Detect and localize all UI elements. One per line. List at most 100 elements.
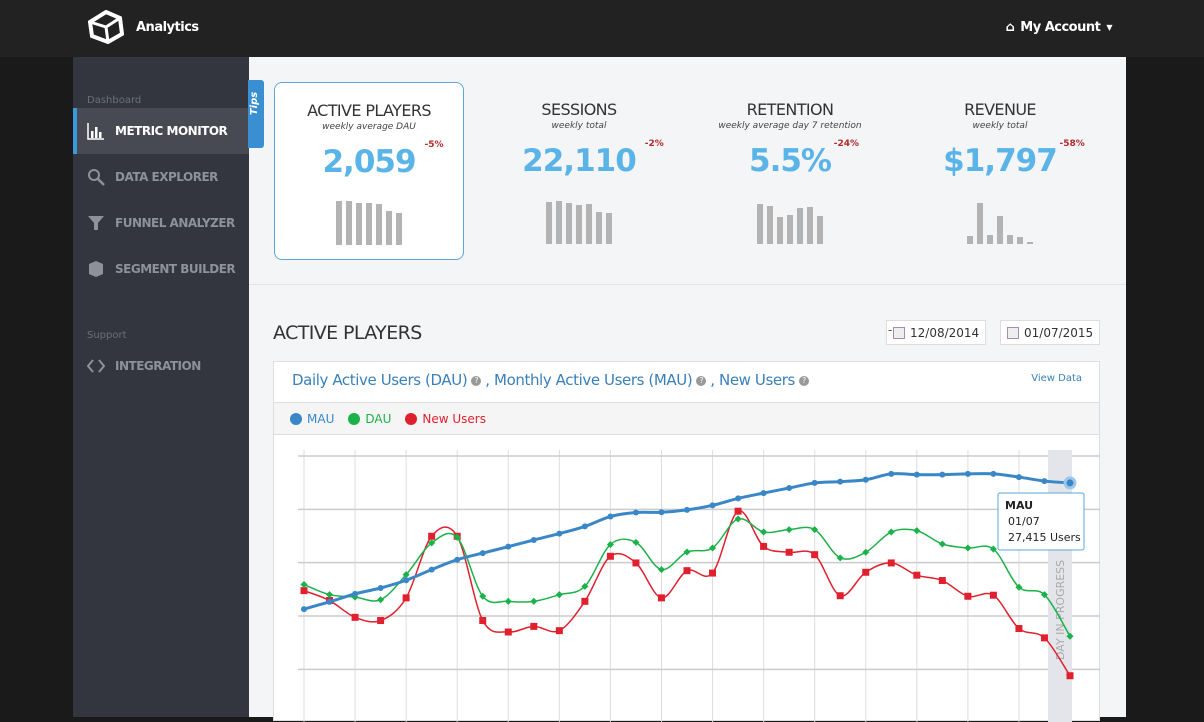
data-point-dau[interactable] [377,596,385,604]
data-point-dau[interactable] [683,548,691,556]
data-point-new-users[interactable] [402,594,410,602]
data-point-dau[interactable] [504,597,512,605]
data-point-dau[interactable] [785,526,793,534]
data-point-mau[interactable] [760,490,767,497]
data-point-dau[interactable] [989,545,997,553]
data-point-dau[interactable] [964,544,972,552]
data-point-mau[interactable] [837,478,844,485]
data-point-mau[interactable] [1063,476,1077,490]
chart-panel: Daily Active Users (DAU)?, Monthly Activ… [273,361,1100,722]
data-point-mau[interactable] [939,471,946,478]
data-point-new-users[interactable] [734,507,742,515]
data-point-new-users[interactable] [709,569,717,577]
data-point-dau[interactable] [530,597,538,605]
view-data-link[interactable]: View Data [1031,373,1082,384]
data-point-new-users[interactable] [300,587,308,595]
data-point-dau[interactable] [887,528,895,536]
data-point-dau[interactable] [708,544,717,552]
data-point-new-users[interactable] [785,548,793,556]
data-point-mau[interactable] [811,479,818,486]
data-point-new-users[interactable] [760,542,768,550]
data-point-mau[interactable] [786,485,793,491]
data-point-dau[interactable] [300,580,308,589]
data-point-mau[interactable] [377,585,384,591]
data-point-mau[interactable] [1041,478,1048,485]
data-point-mau[interactable] [709,502,716,509]
data-point-new-users[interactable] [1066,672,1074,680]
data-point-mau[interactable] [964,470,971,477]
sidebar-item-integration[interactable]: INTEGRATION [73,343,249,389]
data-point-dau[interactable] [760,528,768,536]
data-point-mau[interactable] [632,509,639,516]
data-point-new-users[interactable] [377,617,385,625]
data-point-new-users[interactable] [1040,634,1048,642]
data-point-mau[interactable] [352,590,359,597]
data-point-mau[interactable] [326,598,333,605]
data-point-new-users[interactable] [887,559,895,567]
data-point-new-users[interactable] [989,591,997,599]
data-point-dau[interactable] [862,548,870,556]
data-point-dau[interactable] [479,592,487,600]
data-point-mau[interactable] [530,537,537,543]
data-point-new-users[interactable] [913,571,921,579]
data-point-new-users[interactable] [964,592,972,600]
data-point-new-users[interactable] [632,559,640,567]
data-point-dau[interactable] [555,591,563,599]
legend-mau[interactable]: MAU [290,412,334,426]
data-point-mau[interactable] [556,530,563,537]
data-point-new-users[interactable] [1015,625,1023,633]
data-point-dau[interactable] [657,566,666,574]
data-point-new-users[interactable] [683,567,691,575]
data-point-mau[interactable] [684,506,690,513]
data-point-new-users[interactable] [504,628,512,636]
data-point-mau[interactable] [581,523,588,530]
data-point-mau[interactable] [505,543,512,550]
legend-new-users[interactable]: New Users [405,412,486,426]
sidebar-item-segment-builder[interactable]: SEGMENT BUILDER [73,246,249,292]
help-icon[interactable]: ? [696,375,707,386]
sidebar-item-metric-monitor[interactable]: METRIC MONITOR [73,108,249,154]
account-menu[interactable]: ⌂ My Account ▼ [1005,20,1112,35]
tips-tab[interactable]: Tips [248,80,264,148]
data-point-dau[interactable] [734,515,742,523]
data-point-new-users[interactable] [428,532,436,540]
date-to-picker[interactable]: 01/07/2015 [1000,320,1101,345]
sidebar-item-data-explorer[interactable]: DATA EXPLORER [73,154,249,200]
help-icon[interactable]: ? [471,375,482,386]
data-point-mau[interactable] [454,556,461,563]
data-point-mau[interactable] [658,509,665,516]
kpi-card-sessions[interactable]: SESSIONS weekly total 22,110 -2% [484,82,674,260]
data-point-new-users[interactable] [581,597,589,605]
data-point-dau[interactable] [938,540,946,548]
kpi-card-active-players[interactable]: ACTIVE PLAYERS weekly average DAU 2,059 -5% [274,82,464,260]
data-point-new-users[interactable] [938,577,946,585]
kpi-card-retention[interactable]: RETENTION weekly average day 7 retention 5… [695,82,885,260]
data-point-new-users[interactable] [836,592,844,600]
data-point-mau[interactable] [1015,474,1022,481]
data-point-mau[interactable] [403,577,410,584]
data-point-mau[interactable] [301,606,307,613]
data-point-dau[interactable] [1015,583,1023,591]
data-point-mau[interactable] [888,470,895,477]
data-point-mau[interactable] [990,470,997,477]
data-point-mau[interactable] [428,566,435,573]
data-point-new-users[interactable] [811,551,819,559]
data-point-new-users[interactable] [606,552,614,560]
data-point-new-users[interactable] [351,613,359,621]
legend-dau[interactable]: DAU [348,412,391,426]
help-icon[interactable]: ? [798,375,809,386]
data-point-mau[interactable] [479,550,486,557]
date-from-picker[interactable]: 12/08/2014 [886,320,987,345]
data-point-mau[interactable] [607,513,614,520]
kpi-card-revenue[interactable]: REVENUE weekly total $1,797 -58% [905,82,1095,260]
data-point-new-users[interactable] [657,594,665,602]
data-point-mau[interactable] [735,495,742,502]
data-point-dau[interactable] [913,527,921,535]
data-point-new-users[interactable] [555,627,563,635]
data-point-new-users[interactable] [862,568,870,576]
sidebar-item-funnel-analyzer[interactable]: FUNNEL ANALYZER [73,200,249,246]
data-point-new-users[interactable] [530,622,538,630]
data-point-mau[interactable] [862,476,869,483]
data-point-new-users[interactable] [479,617,487,625]
data-point-mau[interactable] [913,471,920,478]
